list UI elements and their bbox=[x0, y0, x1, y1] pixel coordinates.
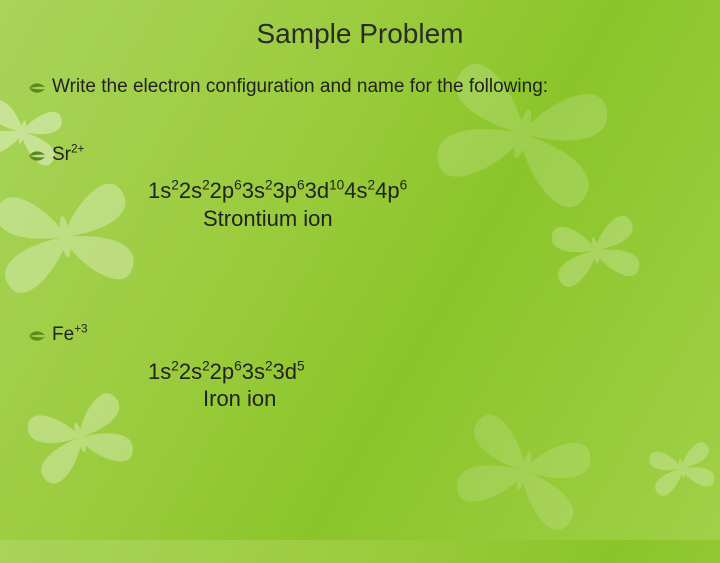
electron-config: 1s22s22p63s23p63d104s24p6 bbox=[148, 177, 692, 205]
slide: Sample Problem Write the electron config… bbox=[0, 0, 720, 540]
symbol-text: Sr bbox=[52, 144, 71, 165]
slide-title: Sample Problem bbox=[0, 0, 720, 50]
answer-block: 1s22s22p63s23d5 Iron ion bbox=[148, 358, 692, 413]
prompt-row: Write the electron configuration and nam… bbox=[28, 74, 692, 104]
item-row: Sr2+ bbox=[28, 142, 692, 172]
ion-name: Iron ion bbox=[148, 385, 692, 413]
answer-block: 1s22s22p63s23p63d104s24p6 Strontium ion bbox=[148, 177, 692, 232]
leaf-bullet-icon bbox=[28, 78, 46, 104]
leaf-bullet-icon bbox=[28, 326, 46, 352]
symbol-text: Fe bbox=[52, 324, 74, 345]
element-symbol: Sr2+ bbox=[52, 142, 84, 168]
electron-config: 1s22s22p63s23d5 bbox=[148, 358, 692, 386]
slide-body: Write the electron configuration and nam… bbox=[0, 50, 720, 413]
item-row: Fe+3 bbox=[28, 322, 692, 352]
leaf-bullet-icon bbox=[28, 146, 46, 172]
element-symbol: Fe+3 bbox=[52, 322, 88, 348]
ion-name: Strontium ion bbox=[148, 205, 692, 233]
charge-text: +3 bbox=[74, 323, 87, 336]
prompt-text: Write the electron configuration and nam… bbox=[52, 74, 548, 100]
charge-text: 2+ bbox=[71, 142, 84, 155]
